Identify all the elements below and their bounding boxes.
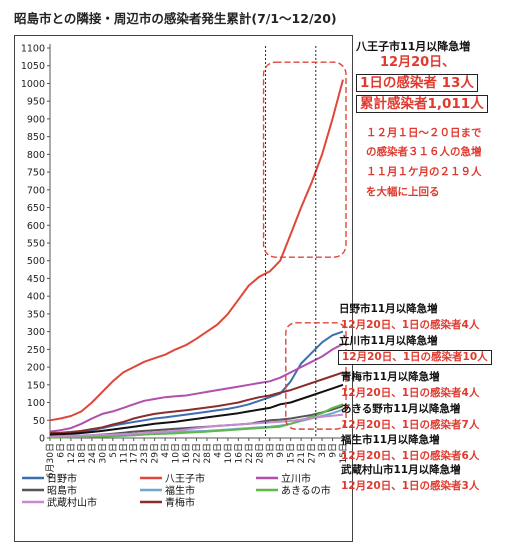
x-tick-label: 17日 [129, 443, 140, 463]
x-tick-label: 6日 [55, 443, 66, 458]
x-tick-label: 24日 [87, 443, 98, 463]
x-tick-label: 16日 [233, 443, 244, 463]
y-tick-label: 750 [27, 168, 45, 179]
fussa-heading: 福生市11月以降急増 [341, 434, 440, 446]
x-tick-label: 10日 [171, 443, 182, 463]
hachioji-note-3: １１月１ケ月の２１９人 [366, 166, 482, 178]
x-tick-label: 15日 [286, 443, 297, 463]
y-tick-label: 1050 [21, 61, 45, 72]
y-tick-label: 850 [27, 132, 45, 143]
legend-label: あきるの市 [281, 484, 331, 497]
highlight-box-others [285, 322, 347, 430]
hachioji-note-2: の感染者３１６人の急増 [366, 146, 482, 158]
x-tick-label: 23日 [139, 443, 150, 463]
x-tick-label: 27日 [307, 443, 318, 463]
x-tick-label: 16日 [181, 443, 192, 463]
x-tick-label: 22日 [192, 443, 203, 463]
y-tick-label: 50 [33, 416, 45, 427]
y-tick-label: 500 [27, 256, 45, 267]
y-tick-label: 1000 [21, 79, 45, 90]
x-tick-label: 28日 [202, 443, 213, 463]
x-tick-label: 9日 [275, 443, 286, 458]
musashimurayama-detail: 12月20日、1日の感染者3人 [341, 480, 480, 492]
x-tick-label: 21日 [296, 443, 307, 463]
y-tick-label: 900 [27, 114, 45, 125]
x-tick-label: 3日 [265, 443, 276, 458]
series-line [49, 79, 344, 422]
tachikawa-heading: 立川市11月以降急増 [339, 335, 438, 347]
legend-label: 立川市 [281, 472, 311, 485]
x-tick-label: 5日 [108, 443, 119, 458]
hachioji-note-1: １２月１日〜２０日まで [366, 127, 482, 139]
tachikawa-detail: 12月20日、1日の感染者10人 [338, 350, 492, 365]
y-tick-label: 100 [27, 398, 45, 409]
x-tick-label: 18日 [76, 443, 87, 463]
y-tick-label: 650 [27, 203, 45, 214]
x-tick-label: 4日 [212, 443, 223, 458]
series-line [49, 343, 344, 433]
y-tick-label: 550 [27, 239, 45, 250]
legend-label: 青梅市 [165, 496, 195, 509]
y-tick-label: 350 [27, 309, 45, 320]
series-line [49, 371, 344, 434]
highlight-box-hachioji [262, 61, 347, 258]
hino-heading: 日野市11月以降急増 [339, 303, 438, 315]
hino-detail: 12月20日、1日の感染者4人 [341, 319, 480, 331]
chart-frame [14, 35, 353, 542]
akiruno-heading: あきる野市11月以降急増 [341, 403, 461, 415]
page-title: 昭島市との隣接・周辺市の感染者発生累計(7/1〜12/20) [14, 11, 337, 26]
y-tick-label: 600 [27, 221, 45, 232]
hachioji-total: 累計感染者1,011人 [356, 95, 488, 114]
legend-label: 福生市 [165, 484, 195, 497]
series-line [49, 413, 344, 438]
x-tick-label: 11日 [118, 443, 129, 463]
hachioji-heading: 八王子市11月以降急増 [356, 40, 471, 53]
x-tick-label: 3日 [317, 443, 328, 458]
hachioji-daily: 1日の感染者 13人 [356, 74, 478, 93]
y-tick-label: 1100 [21, 44, 45, 55]
x-tick-label: 10日 [223, 443, 234, 463]
x-tick-label: 9日 [328, 443, 339, 458]
series-line [49, 383, 344, 436]
hachioji-date: 12月20日、 [380, 55, 456, 70]
ome-heading: 青梅市11月以降急増 [341, 371, 440, 383]
legend-label: 武蔵村山市 [47, 496, 97, 509]
y-tick-label: 950 [27, 97, 45, 108]
x-tick-label: 12日 [66, 443, 77, 463]
akiruno-detail: 12月20日、1日の感染者7人 [341, 419, 480, 431]
legend-label: 昭島市 [47, 484, 77, 497]
x-tick-label: 30日 [97, 443, 108, 463]
series-line [50, 403, 344, 439]
y-tick-label: 150 [27, 380, 45, 391]
x-tick-label: 6月30日 [45, 443, 56, 478]
y-tick-label: 300 [27, 327, 45, 338]
musashimurayama-heading: 武蔵村山市11月以降急増 [341, 464, 461, 476]
y-tick-label: 800 [27, 150, 45, 161]
x-tick-label: 4日 [160, 443, 171, 458]
legend-label: 日野市 [47, 472, 77, 485]
ome-detail: 12月20日、1日の感染者4人 [341, 387, 480, 399]
y-tick-label: 700 [27, 185, 45, 196]
x-tick-label: 29日 [150, 443, 161, 463]
y-tick-label: 250 [27, 345, 45, 356]
hachioji-note-4: を大幅に上回る [366, 186, 440, 198]
x-tick-label: 22日 [244, 443, 255, 463]
legend-label: 八王子市 [165, 472, 205, 485]
x-tick-label: 15日 [338, 443, 349, 463]
y-tick-label: 400 [27, 292, 45, 303]
y-tick-label: 200 [27, 363, 45, 374]
x-tick-label: 28日 [254, 443, 265, 463]
fussa-detail: 12月20日、1日の感染者6人 [341, 450, 480, 462]
y-tick-label: 450 [27, 274, 45, 285]
y-tick-label: 0 [39, 434, 45, 445]
